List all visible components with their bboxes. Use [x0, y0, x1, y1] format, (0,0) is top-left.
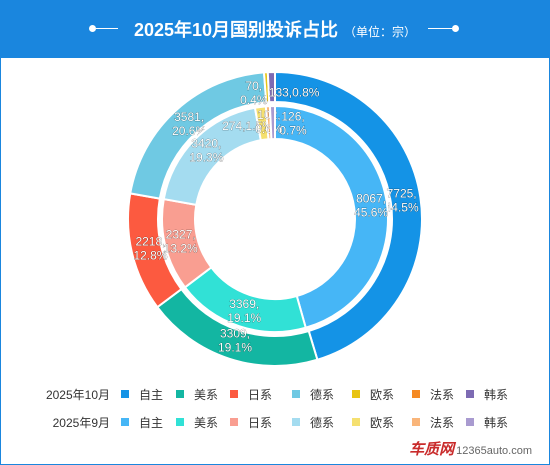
- inner-legend-item-1[interactable]: 美系: [176, 414, 218, 431]
- inner-legend-swatch-4: [352, 418, 360, 426]
- label-inner-6: 126, 0.7%: [279, 110, 307, 138]
- outer-legend-text-0: 自主: [139, 388, 164, 402]
- outer-legend-text-2: 日系: [248, 388, 273, 402]
- outer-legend-item-1[interactable]: 美系: [176, 386, 218, 403]
- slice-inner-0: [274, 104, 389, 329]
- label-outer-0: 7725, 44.5%: [385, 186, 419, 214]
- label-outer-1: 3309, 19.1%: [218, 327, 252, 355]
- outer-legend-item-3[interactable]: 德系: [292, 386, 334, 403]
- label-inner-3: 3420, 19.3%: [189, 136, 223, 164]
- header-bar: 2025年10月国别投诉占比 （单位：宗）: [0, 0, 550, 58]
- legend-label-inner: 2025年9月: [52, 416, 110, 430]
- slice-outer-0: [274, 70, 423, 362]
- outer-legend-text-1: 美系: [194, 388, 219, 402]
- outer-legend-swatch-2: [230, 390, 238, 398]
- label-inner-0: 8067, 45.6%: [354, 192, 388, 220]
- inner-legend-text-4: 欧系: [370, 416, 395, 430]
- outer-legend-swatch-5: [412, 390, 420, 398]
- inner-legend-swatch-5: [412, 418, 420, 426]
- label-outer-3: 3581, 20.6%: [172, 110, 206, 138]
- inner-legend-swatch-1: [176, 418, 184, 426]
- outer-legend-text-6: 韩系: [484, 388, 509, 402]
- outer-legend-item-4[interactable]: 欧系: [352, 386, 394, 403]
- inner-legend-text-0: 自主: [139, 416, 164, 430]
- label-inner-2: 2327, 13.2%: [164, 228, 198, 256]
- watermark-domain: 12365auto.com: [456, 445, 532, 457]
- slice-inner-6: [268, 104, 276, 141]
- inner-legend-swatch-6: [466, 418, 474, 426]
- inner-legend-text-3: 德系: [310, 416, 335, 430]
- title-wrap: 2025年10月国别投诉占比 （单位：宗）: [0, 16, 550, 42]
- outer-legend-swatch-6: [466, 390, 474, 398]
- inner-legend-text-1: 美系: [194, 416, 219, 430]
- legend-row-inner: 2025年9月 自主 美系 日系 德系 欧系 法系 韩系: [0, 414, 550, 430]
- outer-legend-text-3: 德系: [310, 388, 335, 402]
- label-outer-2: 2218, 12.8%: [133, 235, 167, 263]
- inner-legend-item-3[interactable]: 德系: [292, 414, 334, 431]
- donut-chart: 7725, 44.5% 3309, 19.1% 2218, 12.8% 3581, 20.6%…: [127, 70, 423, 367]
- inner-legend-text-5: 法系: [430, 416, 455, 430]
- inner-legend-item-2[interactable]: 日系: [230, 414, 272, 431]
- inner-legend-text-6: 韩系: [484, 416, 509, 430]
- inner-legend-swatch-0: [121, 418, 129, 426]
- chart-unit: （单位：宗）: [344, 25, 417, 39]
- left-dot-decoration: [89, 25, 96, 32]
- outer-legend-item-2[interactable]: 日系: [230, 386, 272, 403]
- outer-legend-swatch-0: [121, 390, 129, 398]
- outer-legend-swatch-1: [176, 390, 184, 398]
- watermark-brand: 车质网: [409, 441, 455, 458]
- right-line-decoration: [428, 28, 452, 29]
- legend-row-outer: 2025年10月 自主 美系 日系 德系 欧系 法系 韩系: [0, 386, 550, 402]
- inner-legend-item-4[interactable]: 欧系: [352, 414, 394, 431]
- outer-legend-text-5: 法系: [430, 388, 455, 402]
- inner-legend-item-0[interactable]: 自主: [121, 414, 163, 431]
- outer-legend-text-4: 欧系: [370, 388, 395, 402]
- legend-label-outer: 2025年10月: [45, 388, 110, 402]
- outer-legend-item-5[interactable]: 法系: [412, 386, 454, 403]
- label-outer-6: 133,0.8%: [269, 85, 320, 99]
- left-line-decoration: [96, 28, 118, 29]
- inner-legend-text-2: 日系: [248, 416, 273, 430]
- inner-legend-swatch-3: [292, 418, 300, 426]
- outer-legend-item-6[interactable]: 韩系: [466, 386, 508, 403]
- slice-outer-6: [266, 70, 276, 104]
- right-dot-decoration: [452, 25, 459, 32]
- inner-legend-item-5[interactable]: 法系: [412, 414, 454, 431]
- outer-legend-item-0[interactable]: 自主: [121, 386, 163, 403]
- chart-title: 2025年10月国别投诉占比: [133, 20, 339, 40]
- inner-legend-swatch-2: [230, 418, 238, 426]
- outer-legend-swatch-3: [292, 390, 300, 398]
- label-inner-1: 3369, 19.1%: [227, 297, 261, 325]
- inner-legend-item-6[interactable]: 韩系: [466, 414, 508, 431]
- outer-legend-swatch-4: [352, 390, 360, 398]
- label-inner-4: 274,1.5%: [222, 119, 273, 133]
- label-outer-4: 70, 0.4%: [240, 79, 268, 107]
- watermark: 车质网 12365auto.com: [409, 438, 532, 459]
